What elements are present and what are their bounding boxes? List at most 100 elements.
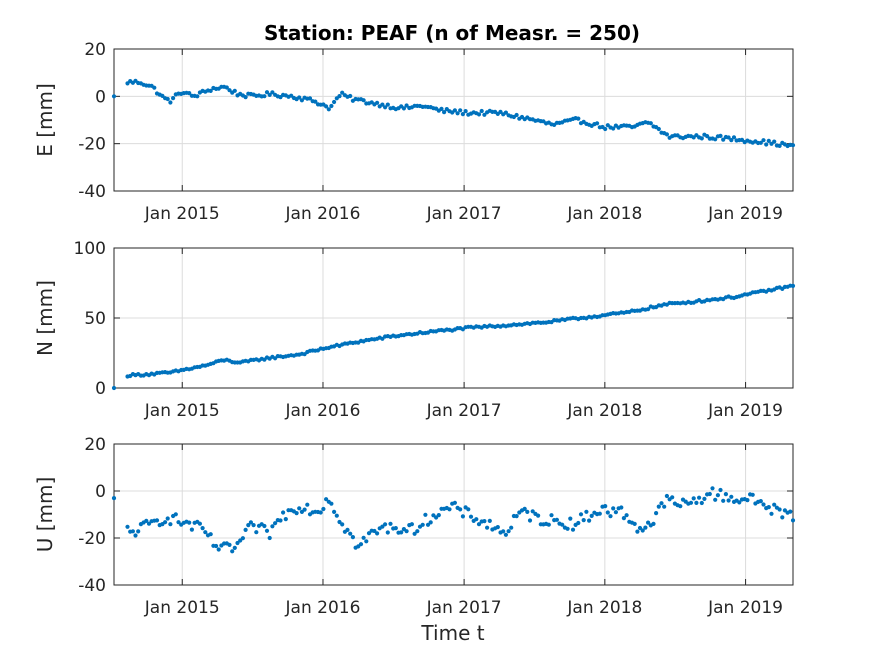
data-point: [560, 522, 565, 527]
data-point: [214, 543, 219, 549]
data-point: [525, 509, 530, 514]
data-point: [498, 109, 503, 114]
data-point: [761, 138, 766, 143]
data-point: [769, 511, 774, 516]
data-point: [458, 507, 463, 512]
x-tick-label: Jan 2017: [426, 204, 502, 224]
data-point: [487, 518, 492, 524]
data-point: [713, 137, 718, 142]
data-point: [340, 90, 345, 95]
data-point: [589, 513, 594, 519]
data-point: [165, 96, 170, 102]
data-point: [790, 518, 796, 523]
data-point: [273, 521, 278, 526]
data-point: [321, 506, 326, 512]
data-point: [243, 527, 248, 533]
data-point: [146, 521, 152, 526]
data-point: [584, 509, 589, 514]
data-point: [345, 527, 350, 533]
data-point: [372, 528, 377, 534]
data-point: [772, 502, 777, 507]
data-point: [587, 518, 592, 523]
x-tick-label: Jan 2018: [566, 401, 642, 421]
data-point: [613, 510, 619, 515]
data-point: [111, 496, 117, 501]
data-point: [415, 529, 420, 534]
data-point: [578, 512, 584, 517]
data-point: [380, 102, 385, 107]
data-point: [530, 509, 535, 514]
data-point: [366, 531, 372, 536]
data-point: [670, 495, 675, 500]
data-point: [262, 94, 267, 99]
data-point: [208, 88, 213, 93]
data-point: [726, 498, 731, 503]
y-tick-label: -40: [78, 182, 106, 202]
data-point: [637, 525, 643, 531]
data-point: [297, 506, 302, 511]
data-point: [718, 487, 723, 493]
data-point: [307, 96, 313, 101]
data-point: [232, 545, 237, 551]
data-point: [248, 520, 253, 525]
data-point: [297, 95, 302, 100]
data-point: [278, 518, 283, 523]
data-point: [299, 98, 304, 103]
data-point: [678, 504, 683, 509]
data-point: [479, 108, 484, 114]
data-point: [246, 523, 251, 528]
data-point: [699, 500, 704, 506]
data-point: [713, 497, 718, 502]
data-point: [536, 513, 541, 518]
data-point: [576, 116, 581, 121]
data-point: [425, 522, 431, 527]
data-point: [646, 520, 651, 525]
data-point: [694, 500, 699, 505]
data-point: [208, 532, 213, 537]
data-point: [576, 520, 581, 526]
data-point: [200, 526, 205, 531]
data-point: [546, 522, 551, 527]
data-point: [383, 522, 388, 527]
x-tick-label: Jan 2018: [566, 204, 642, 224]
data-point: [758, 499, 763, 504]
data-point: [168, 522, 173, 527]
x-tick-label: Jan 2019: [707, 204, 783, 224]
data-point: [125, 524, 130, 529]
data-point: [388, 521, 393, 526]
data-point: [283, 517, 288, 522]
data-point: [503, 532, 508, 537]
data-point: [428, 520, 433, 525]
data-point: [522, 506, 527, 511]
data-point: [434, 515, 439, 520]
data-point: [731, 135, 737, 140]
y-axis-label-n: N [mm]: [33, 280, 57, 356]
data-point: [294, 510, 299, 516]
x-tick-label: Jan 2017: [426, 401, 502, 421]
data-point: [337, 94, 342, 99]
data-point: [721, 137, 726, 142]
data-point: [130, 529, 135, 534]
data-point: [482, 519, 487, 524]
data-point: [439, 106, 444, 111]
data-point: [409, 522, 414, 527]
data-point: [318, 510, 323, 515]
data-point: [474, 517, 479, 522]
data-point: [723, 492, 729, 497]
data-point: [313, 99, 318, 104]
data-point: [495, 525, 500, 530]
data-point: [348, 531, 353, 536]
y-tick-label: -20: [78, 529, 106, 549]
data-point: [729, 138, 734, 143]
data-point: [514, 514, 519, 519]
panel-e: Jan 2015 Jan 2016 Jan 2017 Jan 2018 Jan 2019…: [33, 40, 796, 224]
data-points-n: [111, 283, 796, 391]
data-point: [527, 518, 533, 523]
data-point: [549, 513, 554, 518]
y-tick-label: 20: [84, 40, 106, 60]
data-point: [348, 93, 353, 99]
data-point: [632, 521, 637, 527]
data-point: [401, 106, 406, 111]
y-tick-label: 0: [95, 87, 106, 107]
data-point: [385, 102, 390, 107]
